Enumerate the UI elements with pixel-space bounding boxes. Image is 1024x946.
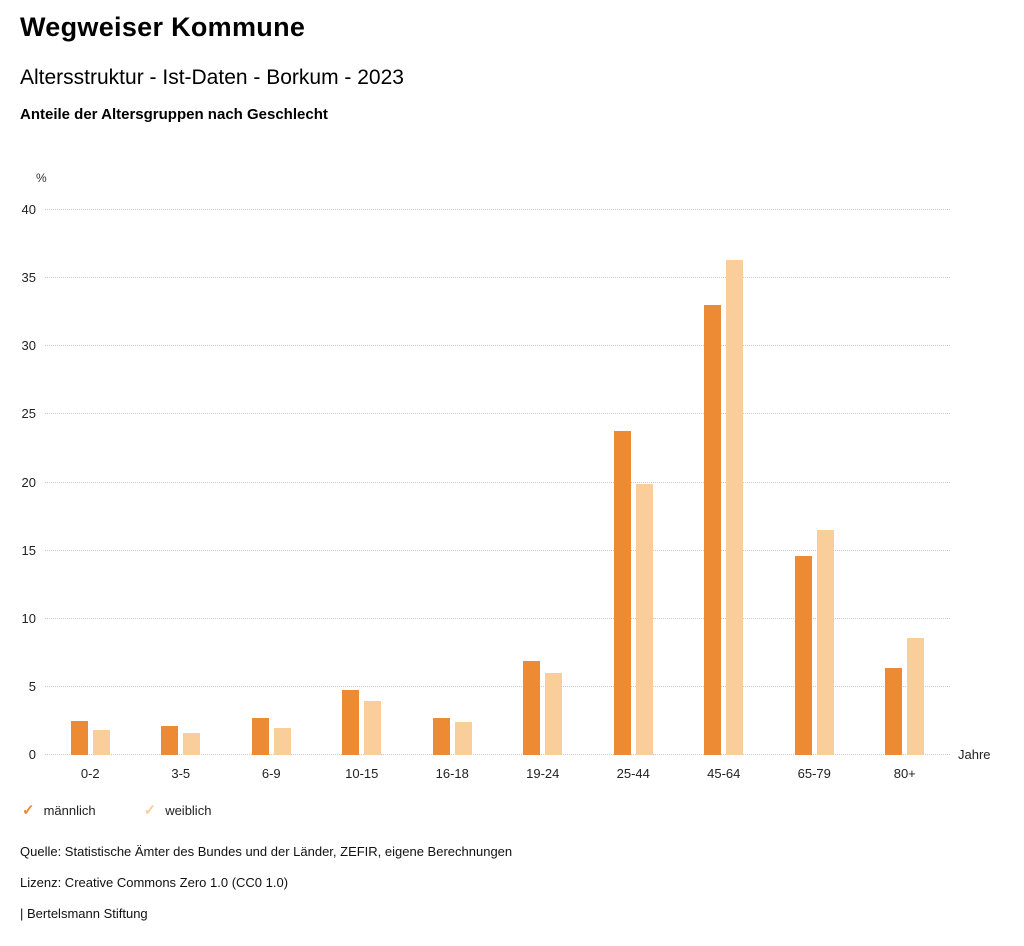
bar-männlich-25-44[interactable] (613, 430, 631, 755)
bar-weiblich-19-24[interactable] (545, 673, 563, 755)
y-axis-unit-label: % (36, 171, 47, 185)
y-tick-label: 35 (21, 270, 36, 286)
bar-group-19-24: 19-24 (523, 210, 563, 781)
bar-group-10-15: 10-15 (342, 210, 382, 781)
x-tick-label: 19-24 (526, 766, 560, 781)
gridline-30: 30 (22, 338, 950, 353)
legend-label: weiblich (165, 803, 212, 818)
bar-männlich-0-2[interactable] (70, 720, 88, 755)
gridline-0: 0 (29, 747, 950, 762)
y-tick-label: 30 (21, 338, 36, 354)
bar-männlich-19-24[interactable] (523, 661, 541, 755)
bar-group-6-9: 6-9 (251, 210, 291, 781)
gridline-35: 35 (22, 270, 950, 285)
bar-group-45-64: 45-64 (704, 210, 744, 781)
bar-weiblich-80+[interactable] (907, 637, 925, 755)
bar-weiblich-10-15[interactable] (364, 700, 382, 755)
x-axis-unit-label: Jahre (958, 747, 991, 762)
bar-group-80+: 80+ (885, 210, 925, 781)
bar-männlich-10-15[interactable] (342, 689, 360, 755)
y-tick-label: 25 (21, 406, 36, 422)
bar-weiblich-25-44[interactable] (635, 483, 653, 755)
gridline-40: 40 (22, 202, 950, 217)
chart-title: Altersstruktur - Ist-Daten - Borkum - 20… (20, 66, 404, 89)
legend: ✓ männlich ✓ weiblich (22, 803, 211, 818)
legend-item-männlich[interactable]: ✓ männlich (22, 803, 96, 818)
y-tick-label: 5 (28, 678, 36, 694)
x-tick-label: 0-2 (80, 766, 100, 781)
bar-männlich-3-5[interactable] (161, 726, 179, 755)
bar-group-25-44: 25-44 (613, 210, 653, 781)
x-tick-label: 25-44 (616, 766, 650, 781)
bar-weiblich-16-18[interactable] (454, 722, 472, 755)
bar-weiblich-45-64[interactable] (726, 260, 744, 755)
y-tick-label: 10 (21, 610, 36, 626)
x-tick-label: 80+ (893, 766, 916, 781)
gridline-5: 5 (29, 679, 950, 694)
bar-männlich-16-18[interactable] (432, 718, 450, 755)
bar-group-16-18: 16-18 (432, 210, 472, 781)
bar-group-3-5: 3-5 (161, 210, 201, 781)
bar-weiblich-0-2[interactable] (92, 730, 110, 755)
legend-label: männlich (43, 803, 96, 818)
bar-männlich-45-64[interactable] (704, 305, 722, 755)
bar-männlich-6-9[interactable] (251, 718, 269, 755)
x-tick-label: 16-18 (435, 766, 469, 781)
bars-area: 0-2 3-5 6-9 10-15 16-18 19-24 25-44 45-64 65-79 8… (45, 210, 950, 781)
bar-weiblich-3-5[interactable] (183, 733, 201, 755)
gridline-15: 15 (22, 543, 950, 558)
check-icon: ✓ (143, 802, 157, 819)
y-tick-label: 0 (28, 747, 36, 762)
legend-item-weiblich[interactable]: ✓ weiblich (144, 803, 212, 818)
gridline-10: 10 (22, 611, 950, 626)
gridline-25: 25 (22, 406, 950, 421)
bar-weiblich-6-9[interactable] (273, 727, 291, 755)
y-tick-label: 40 (21, 202, 36, 217)
bar-group-65-79: 65-79 (794, 210, 834, 781)
x-tick-label: 65-79 (797, 766, 831, 781)
x-tick-label: 6-9 (261, 766, 281, 781)
bar-chart-plot: Jahre 0 5 10 15 20 25 30 35 40 0-2 3-5 6-9 10-15 16-1… (22, 202, 991, 781)
source-note: Quelle: Statistische Ämter des Bundes un… (20, 844, 513, 859)
bar-weiblich-65-79[interactable] (816, 530, 834, 755)
x-tick-label: 10-15 (345, 766, 379, 781)
bar-group-0-2: 0-2 (70, 210, 110, 781)
bar-männlich-65-79[interactable] (794, 556, 812, 755)
license-note: Lizenz: Creative Commons Zero 1.0 (CC0 1… (20, 875, 289, 890)
bar-männlich-80+[interactable] (885, 667, 903, 755)
x-tick-label: 3-5 (171, 766, 191, 781)
check-icon: ✓ (22, 802, 35, 819)
x-tick-label: 45-64 (707, 766, 741, 781)
y-tick-label: 20 (21, 474, 36, 490)
page-title: Wegweiser Kommune (20, 12, 306, 42)
attribution-note: | Bertelsmann Stiftung (20, 906, 148, 921)
chart-subtitle: Anteile der Altersgruppen nach Geschlech… (20, 106, 328, 123)
gridline-20: 20 (22, 475, 950, 490)
y-tick-label: 15 (21, 542, 36, 558)
